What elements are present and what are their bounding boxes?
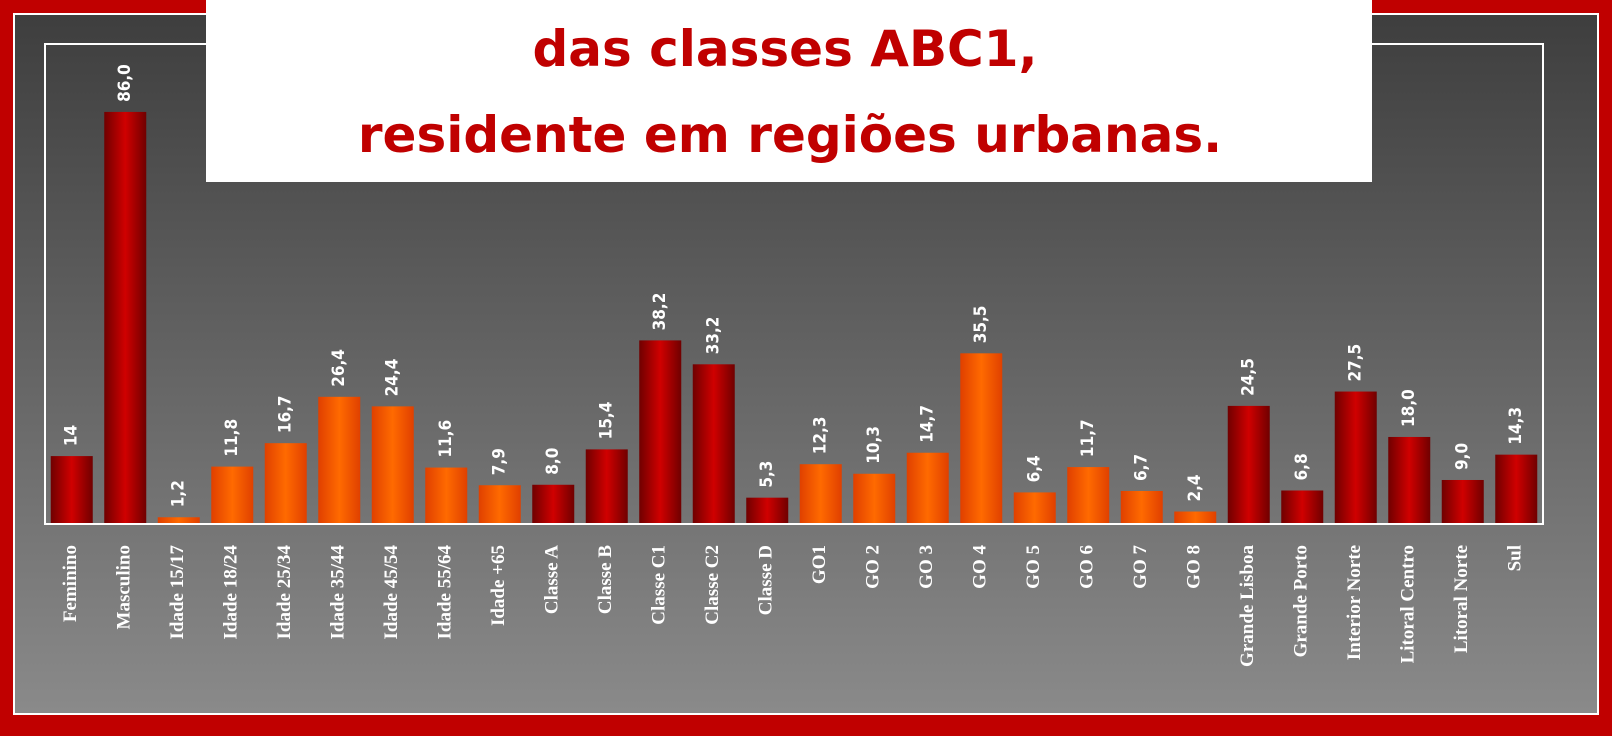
bar [1388,436,1431,523]
x-tick-label: Masculino [114,545,135,629]
bar [425,467,468,523]
value-label: 8,0 [543,448,563,475]
x-tick-label: Classe C2 [702,545,723,625]
x-tick-label: GO 8 [1184,545,1205,589]
x-tick-label: Classe B [595,545,616,614]
value-label: 6,4 [1025,455,1045,482]
x-tick-label: Grande Lisboa [1237,545,1258,667]
bar [264,443,307,523]
x-tick-label: Interior Norte [1344,545,1365,660]
value-label: 7,9 [490,448,510,475]
value-label: 14,7 [918,405,938,443]
value-label: 5,3 [757,461,777,488]
bar [692,364,735,523]
x-tick-label: Idade 35/44 [328,545,349,640]
value-label: 11,8 [222,419,242,457]
bar [960,353,1003,523]
value-label: 11,6 [436,420,456,458]
x-tick-label: Litoral Centro [1398,545,1419,663]
x-tick-label: GO 2 [863,545,884,589]
value-label: 27,5 [1346,344,1366,382]
value-label: 12,3 [811,416,831,454]
value-label: 15,4 [597,402,617,440]
bar [1067,467,1110,523]
value-label: 9,0 [1453,443,1473,470]
title-box [206,0,1372,182]
bar [50,456,93,523]
bar [478,485,521,523]
title-line: das classes ABC1, [532,20,1037,78]
x-tick-label: Idade 55/64 [435,545,456,640]
value-label: 6,7 [1132,454,1152,481]
value-label: 1,2 [169,480,189,507]
value-label: 26,4 [329,349,349,387]
x-tick-label: Sul [1505,545,1526,571]
value-label: 86,0 [115,64,135,102]
bar [853,473,896,523]
value-label: 11,7 [1078,419,1098,457]
value-label: 38,2 [650,293,670,331]
value-label: 10,3 [864,426,884,464]
bar [211,466,254,523]
bar [1174,511,1217,523]
x-tick-label: Litoral Norte [1451,545,1472,653]
value-label: 33,2 [704,317,724,355]
x-tick-label: Idade 15/17 [167,545,188,640]
bar [1441,479,1484,523]
x-tick-label: Feminino [60,545,81,622]
bar [639,340,682,523]
x-tick-label: GO 7 [1130,545,1151,589]
bar [371,406,414,523]
x-tick-label: GO 3 [916,545,937,589]
x-tick-label: Idade +65 [488,545,509,626]
x-tick-label: Classe A [542,545,563,614]
x-tick-label: GO 5 [1023,545,1044,589]
bar [799,464,842,523]
value-label: 35,5 [971,306,991,344]
value-label: 18,0 [1399,389,1419,427]
bar [318,396,361,523]
x-tick-label: Classe D [756,545,777,615]
value-label: 14,3 [1506,407,1526,445]
bar [906,452,949,523]
x-tick-label: GO 4 [970,545,991,589]
x-tick-label: Classe C1 [649,545,670,625]
x-tick-label: Grande Porto [1291,545,1312,657]
bar [746,497,789,523]
bar [532,484,575,523]
title-line: residente em regiões urbanas. [358,106,1222,164]
value-label: 6,8 [1292,453,1312,480]
bar [1120,490,1163,523]
bar [1495,454,1538,523]
bar [157,517,200,523]
x-tick-label: GO 6 [1077,545,1098,589]
bar [1281,490,1324,523]
bar [1334,391,1377,523]
x-tick-label: Idade 25/34 [274,545,295,640]
bar [104,111,147,524]
x-tick-label: Idade 45/54 [381,545,402,640]
x-tick-label: GO1 [809,545,830,584]
bar [1227,405,1270,523]
value-label: 24,5 [1239,358,1259,396]
value-label: 16,7 [276,395,296,433]
bar [1013,492,1056,523]
bar [585,449,628,523]
value-label: 24,4 [383,359,403,397]
value-label: 2,4 [1185,474,1205,501]
value-label: 14 [62,425,82,446]
x-tick-label: Idade 18/24 [221,545,242,640]
